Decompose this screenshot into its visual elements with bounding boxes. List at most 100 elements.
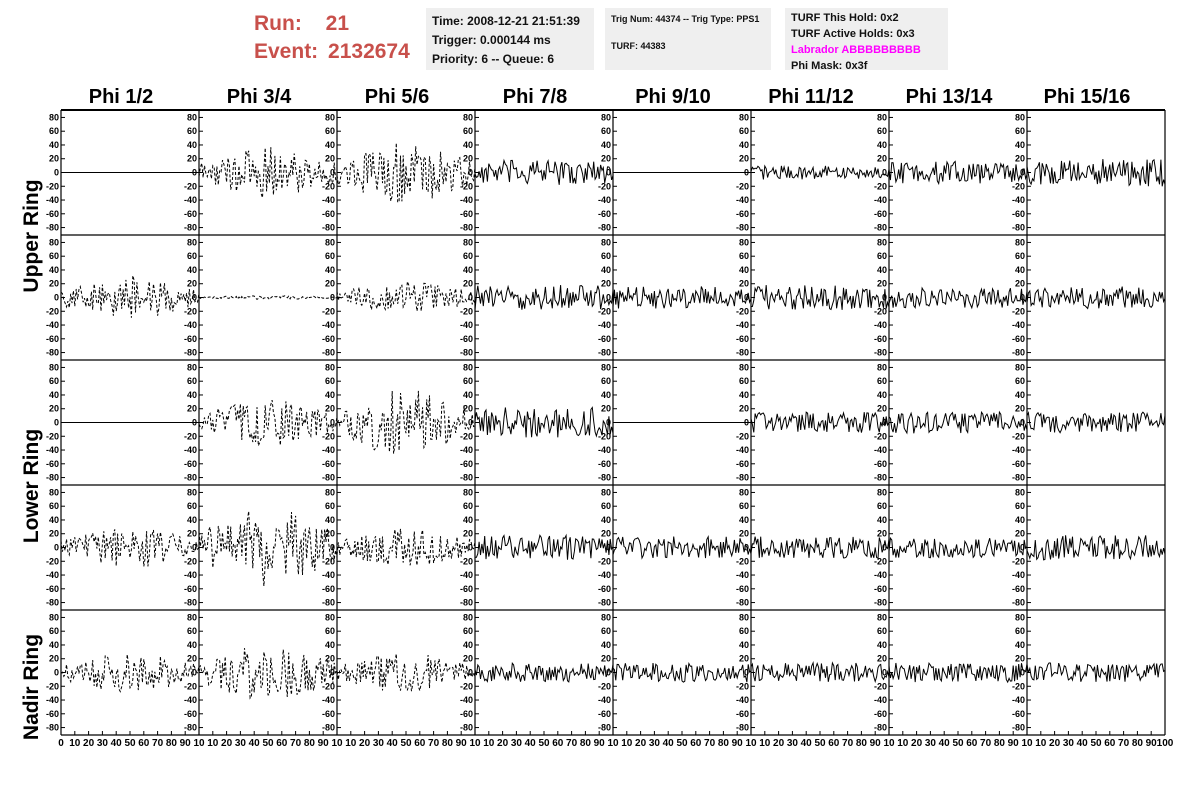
- x-tick-label: 40: [525, 738, 537, 749]
- y-tick-label: 40: [49, 265, 59, 275]
- x-tick-label: 90: [456, 738, 468, 749]
- y-tick-label: 20: [601, 154, 611, 164]
- y-tick-label: 20: [739, 279, 749, 289]
- y-tick-label: 20: [601, 279, 611, 289]
- waveform-trace: [751, 285, 890, 311]
- waveform-trace: [888, 160, 1028, 186]
- y-tick-label: 60: [187, 126, 197, 136]
- y-tick-label: 0: [606, 543, 611, 553]
- y-tick-label: -20: [736, 181, 749, 191]
- x-tick-label: 40: [387, 738, 399, 749]
- x-tick-label: 10: [1035, 738, 1047, 749]
- y-tick-label: 20: [325, 279, 335, 289]
- x-tick-label: 40: [663, 738, 675, 749]
- x-tick-label: 0: [58, 738, 64, 749]
- y-tick-label: 0: [468, 168, 473, 178]
- y-tick-label: 80: [49, 112, 59, 122]
- y-tick-label: 0: [54, 668, 59, 678]
- y-tick-label: 40: [463, 390, 473, 400]
- y-tick-label: 80: [187, 237, 197, 247]
- y-tick-label: 0: [54, 293, 59, 303]
- y-tick-label: 40: [187, 265, 197, 275]
- x-tick-label: 10: [607, 738, 619, 749]
- y-tick-label: -20: [598, 181, 611, 191]
- y-tick-label: -60: [322, 709, 335, 719]
- waveform-trace: [750, 164, 890, 180]
- x-tick-label: 30: [511, 738, 523, 749]
- y-tick-label: -20: [460, 681, 473, 691]
- y-tick-label: 40: [601, 640, 611, 650]
- waveform-trace: [1026, 662, 1166, 682]
- y-tick-label: 0: [744, 668, 749, 678]
- x-tick-label: 70: [704, 738, 716, 749]
- y-tick-label: 60: [601, 501, 611, 511]
- x-tick-label: 30: [649, 738, 661, 749]
- y-tick-label: -80: [322, 348, 335, 358]
- y-tick-label: 80: [463, 237, 473, 247]
- y-tick-label: -60: [322, 459, 335, 469]
- y-tick-label: -40: [874, 445, 887, 455]
- y-tick-label: -20: [874, 181, 887, 191]
- y-tick-label: -80: [322, 473, 335, 483]
- x-tick-label: 20: [359, 738, 371, 749]
- y-tick-label: 40: [187, 140, 197, 150]
- phi-header-1: Phi 1/2: [88, 86, 154, 108]
- x-tick-label: 70: [152, 738, 164, 749]
- y-tick-label: -40: [736, 320, 749, 330]
- y-tick-label: 80: [463, 112, 473, 122]
- x-tick-label: 20: [83, 738, 95, 749]
- y-tick-label: -80: [460, 723, 473, 733]
- y-tick-label: 60: [187, 501, 197, 511]
- y-tick-label: -80: [1012, 473, 1025, 483]
- y-tick-label: -80: [184, 473, 197, 483]
- y-tick-label: -60: [460, 584, 473, 594]
- x-tick-label: 50: [952, 738, 964, 749]
- y-tick-label: -60: [460, 459, 473, 469]
- y-tick-label: 20: [739, 529, 749, 539]
- y-tick-label: -60: [46, 584, 59, 594]
- y-tick-label: 60: [877, 501, 887, 511]
- event-value: 2132674: [328, 40, 410, 63]
- y-tick-label: 20: [601, 654, 611, 664]
- y-tick-label: -80: [46, 473, 59, 483]
- y-tick-label: -80: [322, 223, 335, 233]
- y-tick-label: -60: [736, 209, 749, 219]
- y-tick-label: 40: [463, 640, 473, 650]
- x-tick-label: 70: [1118, 738, 1130, 749]
- y-tick-label: 40: [739, 390, 749, 400]
- x-tick-label: 50: [262, 738, 274, 749]
- y-tick-label: -40: [874, 320, 887, 330]
- y-tick-label: 40: [1015, 640, 1025, 650]
- y-tick-label: -80: [598, 598, 611, 608]
- waveform-trace: [336, 528, 476, 566]
- y-tick-label: -80: [736, 598, 749, 608]
- waveform-trace: [1026, 158, 1166, 187]
- y-tick-label: 40: [877, 640, 887, 650]
- x-tick-label: 70: [290, 738, 302, 749]
- y-tick-label: -60: [1012, 209, 1025, 219]
- y-tick-label: -20: [322, 556, 335, 566]
- y-tick-label: -40: [184, 320, 197, 330]
- y-tick-label: 80: [1015, 112, 1025, 122]
- y-tick-label: 40: [463, 515, 473, 525]
- event-label-text: Event:: [254, 40, 319, 63]
- y-tick-label: 40: [187, 640, 197, 650]
- waveform-trace: [612, 286, 752, 309]
- x-tick-label: 10: [883, 738, 895, 749]
- y-tick-label: -60: [1012, 459, 1025, 469]
- y-tick-label: 20: [187, 404, 197, 414]
- y-tick-label: 60: [601, 376, 611, 386]
- y-tick-label: 20: [187, 529, 197, 539]
- y-tick-label: 20: [49, 654, 59, 664]
- y-tick-label: -20: [184, 306, 197, 316]
- y-tick-label: 0: [882, 668, 887, 678]
- y-tick-label: -40: [460, 195, 473, 205]
- y-tick-label: 60: [325, 376, 335, 386]
- y-tick-label: 80: [187, 362, 197, 372]
- phi-mask-line: Phi Mask: 0x3f: [791, 60, 868, 72]
- y-tick-label: 40: [739, 265, 749, 275]
- y-tick-label: -20: [598, 306, 611, 316]
- x-tick-label: 80: [442, 738, 454, 749]
- y-tick-label: -20: [460, 431, 473, 441]
- y-tick-label: -60: [598, 209, 611, 219]
